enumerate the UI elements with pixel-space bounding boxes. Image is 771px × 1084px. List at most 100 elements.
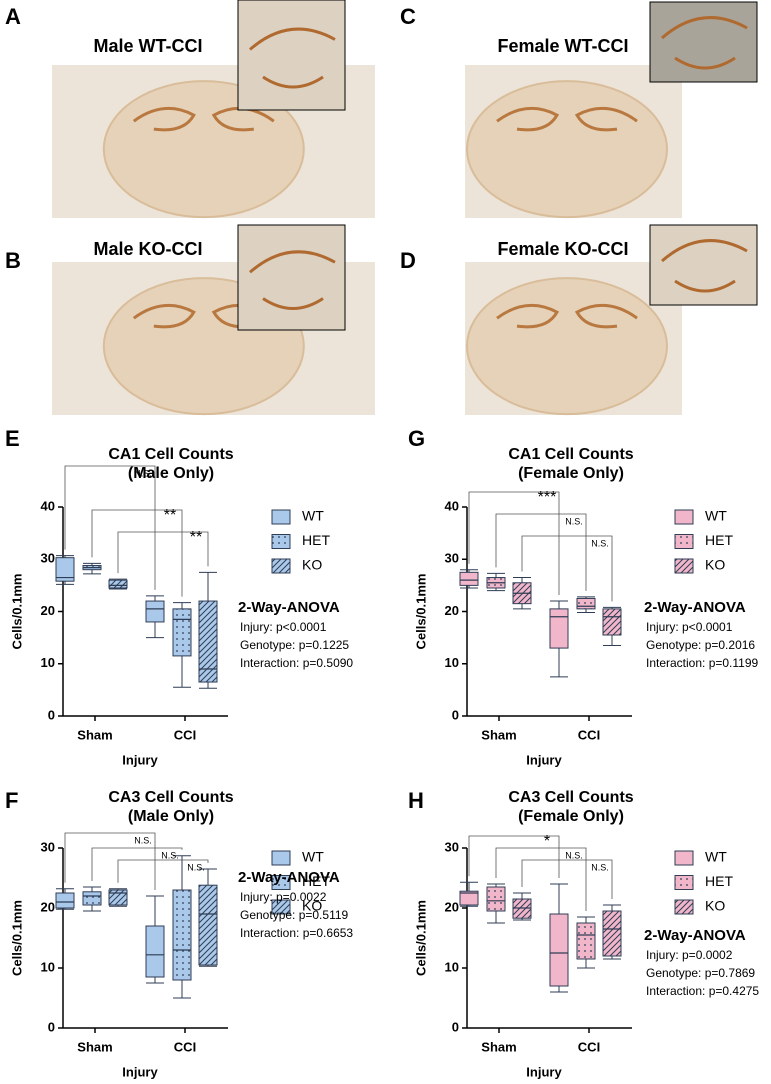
box	[459, 571, 479, 586]
stats-line: Injury: p<0.0001	[646, 620, 733, 634]
significance-bracket	[91, 847, 183, 881]
y-tick-label: 20	[41, 603, 55, 618]
inset-hippocampus	[661, 16, 748, 70]
panel-letter: G	[408, 426, 425, 451]
panel-letter: H	[408, 788, 424, 813]
y-tick-label: 10	[41, 655, 55, 670]
legend-swatch	[674, 875, 694, 890]
panel-title: Female WT-CCI	[497, 36, 628, 56]
box	[55, 892, 75, 909]
legend-swatch	[674, 899, 694, 915]
y-tick-label: 0	[452, 1019, 459, 1034]
significance-label: N.S.	[591, 862, 609, 872]
x-axis-label: Injury	[526, 752, 562, 767]
legend-label: HET	[302, 873, 330, 889]
legend-label: HET	[302, 532, 330, 548]
y-tick-label: 40	[445, 498, 459, 513]
significance-label: N.S.	[161, 850, 179, 860]
legend-label: KO	[705, 898, 725, 914]
significance-label: N.S.	[565, 516, 583, 526]
hippocampus-left	[132, 106, 196, 132]
y-tick-label: 20	[445, 899, 459, 914]
chart-subtitle: (Male Only)	[128, 808, 214, 825]
significance-label: N.S.	[187, 862, 205, 872]
significance-bracket	[64, 832, 156, 890]
chart-subtitle: (Female Only)	[518, 465, 624, 482]
y-tick-label: 10	[445, 959, 459, 974]
significance-bracket	[117, 531, 209, 574]
box	[576, 597, 596, 610]
box	[602, 608, 622, 636]
legend-label: WT	[302, 508, 324, 524]
hippocampus-left	[496, 303, 560, 329]
inset-hippocampus	[661, 239, 748, 293]
significance-bracket	[468, 835, 560, 878]
stats-line: Injury: p=0.0022	[240, 890, 327, 904]
hippocampus-right	[574, 106, 638, 132]
stats-line: Genotype: p=0.5119	[240, 908, 349, 922]
chart-subtitle: (Male Only)	[128, 465, 214, 482]
chart-title: CA1 Cell Counts	[108, 446, 233, 463]
y-axis-label: Cells/0.1mm	[413, 900, 428, 976]
legend-label: WT	[705, 849, 727, 865]
y-tick-label: 10	[445, 655, 459, 670]
significance-bracket	[468, 491, 560, 596]
stats-line: Genotype: p=0.7869	[646, 966, 755, 980]
inset-image	[649, 1, 758, 83]
box	[108, 579, 128, 589]
x-tick-label: Sham	[481, 1039, 516, 1054]
legend-swatch	[674, 850, 694, 866]
hippocampus-left	[496, 106, 560, 132]
stats-line: Interaction: p=0.4275	[646, 984, 759, 998]
significance-bracket	[117, 859, 209, 883]
inset-hippocampus	[249, 27, 336, 89]
stats-title: 2-Way-ANOVA	[644, 599, 746, 616]
significance-bracket	[521, 859, 613, 899]
legend-label: HET	[705, 873, 733, 889]
y-tick-label: 10	[41, 959, 55, 974]
y-tick-label: 0	[48, 1019, 55, 1034]
box	[198, 884, 218, 966]
box	[145, 600, 165, 623]
x-tick-label: Sham	[481, 727, 516, 742]
significance-bracket	[521, 535, 613, 602]
legend-swatch	[271, 558, 291, 574]
legend-label: KO	[302, 898, 322, 914]
chart-subtitle: (Female Only)	[518, 808, 624, 825]
x-axis-label: Injury	[122, 752, 158, 767]
stats-line: Injury: p<0.0001	[240, 620, 327, 634]
stats-title: 2-Way-ANOVA	[238, 599, 340, 616]
y-tick-label: 30	[445, 551, 459, 566]
hippocampus-left	[132, 303, 196, 329]
significance-label: ***	[538, 489, 557, 506]
y-axis-label: Cells/0.1mm	[9, 574, 24, 650]
inset-image	[237, 0, 346, 111]
hippocampus-right	[211, 106, 275, 132]
x-tick-label: CCI	[578, 1039, 600, 1054]
stats-line: Interaction: p=0.6653	[240, 926, 353, 940]
inset-image	[649, 224, 758, 306]
legend-swatch	[271, 534, 291, 549]
panel-letter: F	[5, 788, 18, 813]
x-tick-label: CCI	[174, 1039, 196, 1054]
legend-swatch	[271, 875, 291, 890]
chart-title: CA3 Cell Counts	[108, 789, 233, 806]
box	[549, 608, 569, 649]
stats-title: 2-Way-ANOVA	[238, 869, 340, 886]
box	[549, 913, 569, 987]
hippocampus-right	[574, 303, 638, 329]
x-axis-label: Injury	[122, 1064, 158, 1079]
brain-outline	[102, 80, 305, 219]
brain-outline	[465, 80, 668, 219]
stats-line: Interaction: p=0.5090	[240, 656, 353, 670]
stats-line: Injury: p=0.0002	[646, 948, 733, 962]
significance-bracket	[64, 465, 156, 590]
brain-outline	[465, 277, 668, 416]
box	[145, 925, 165, 978]
y-tick-label: 30	[41, 839, 55, 854]
legend-label: HET	[705, 532, 733, 548]
legend-label: WT	[302, 849, 324, 865]
panel-title: Male WT-CCI	[93, 36, 202, 56]
legend-swatch	[674, 558, 694, 574]
